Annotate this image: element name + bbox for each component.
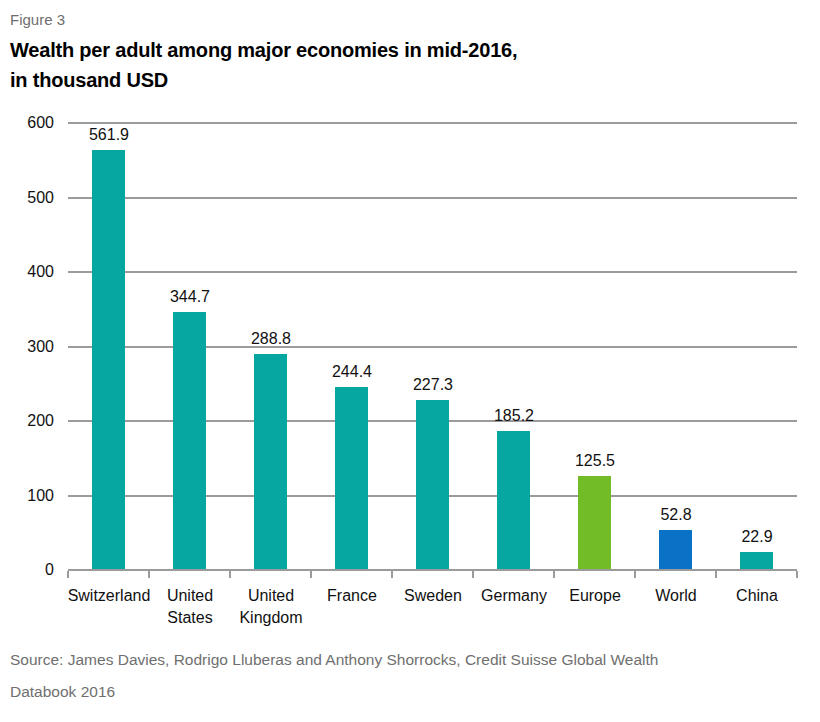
x-axis-tick [229,571,231,578]
y-axis-tick-label-200: 200 [0,412,54,430]
x-axis-tick [148,571,150,578]
gridline-500 [68,197,797,199]
gridline-400 [68,271,797,273]
bar-europe [578,476,611,569]
x-axis-tick [715,571,717,578]
value-label-switzerland: 561.9 [59,125,159,145]
bar-switzerland [92,150,125,569]
value-label-united-kingdom: 288.8 [221,329,321,349]
bar-chart: 6005004003002001000561.9Switzerland344.7… [0,0,820,650]
bar-china [740,552,773,569]
y-axis-tick-label-100: 100 [0,487,54,505]
bar-germany [497,431,530,569]
y-axis-tick-label-0: 0 [0,561,54,579]
x-axis-tick [67,571,69,578]
bar-united-kingdom [254,354,287,569]
figure-page: Figure 3 Wealth per adult among major ec… [0,0,820,722]
x-axis-tick [796,571,798,578]
value-label-china: 22.9 [707,527,807,547]
bar-united-states [173,312,206,569]
category-label-line: Kingdom [211,607,331,629]
x-axis-tick [310,571,312,578]
x-axis-tick [553,571,555,578]
category-label-china: China [697,585,817,607]
y-axis-tick-label-600: 600 [0,114,54,132]
bar-sweden [416,400,449,569]
value-label-world: 52.8 [626,505,726,525]
value-label-germany: 185.2 [464,406,564,426]
x-axis-tick [472,571,474,578]
gridline-0 [68,569,797,571]
source-text: Source: James Davies, Rodrigo Lluberas a… [10,644,710,708]
category-label-line: China [697,585,817,607]
value-label-united-states: 344.7 [140,287,240,307]
bar-world [659,530,692,569]
value-label-sweden: 227.3 [383,375,483,395]
x-axis-tick [391,571,393,578]
value-label-europe: 125.5 [545,451,645,471]
x-axis-tick [634,571,636,578]
gridline-600 [68,122,797,124]
bar-france [335,387,368,569]
y-axis-tick-label-300: 300 [0,338,54,356]
y-axis-tick-label-500: 500 [0,189,54,207]
y-axis-tick-label-400: 400 [0,263,54,281]
